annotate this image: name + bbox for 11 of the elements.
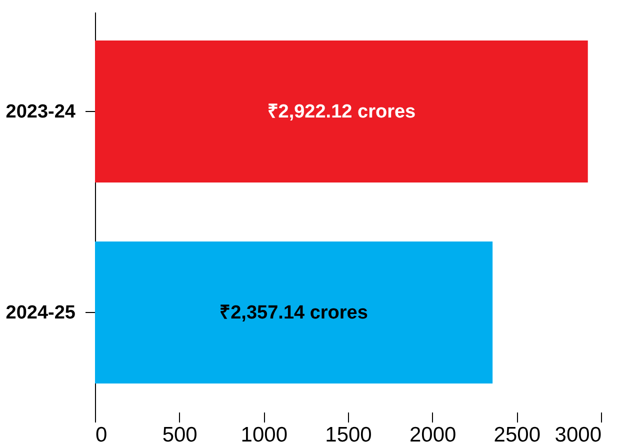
data-label: ₹2,357.14 crores [220,302,368,324]
x-tick-label: 2000 [409,424,456,446]
y-tick-label: 2024-25 [6,302,76,324]
x-tick-label: 0 [96,424,108,446]
x-tick-label: 500 [162,424,198,446]
x-tick-label: 3000 [554,424,602,446]
data-label: ₹2,922.12 crores [267,101,416,122]
x-tick-label: 1000 [240,424,288,446]
y-tick-label: 2023-24 [6,101,76,122]
x-tick-label: 1500 [325,424,372,446]
x-tick-label: 2500 [494,424,541,446]
